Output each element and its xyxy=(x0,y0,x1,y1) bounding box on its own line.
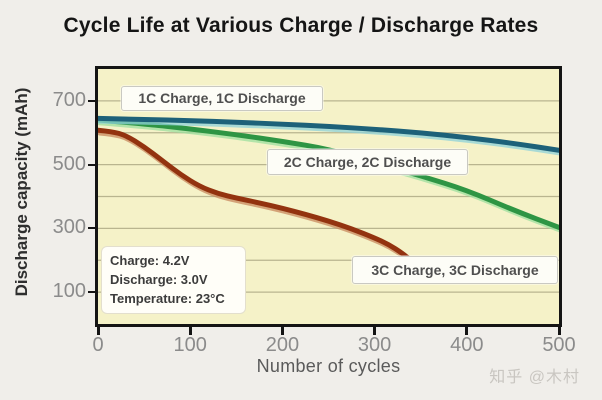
y-tick-label-300: 300 xyxy=(52,216,86,239)
y-tick-mark-700 xyxy=(88,99,95,102)
condition-temperature: Temperature: 23°C xyxy=(110,290,225,306)
series-label-3c: 3C Charge, 3C Discharge xyxy=(352,256,558,284)
y-tick-mark-300 xyxy=(88,227,95,230)
series-label-2c: 2C Charge, 2C Discharge xyxy=(267,149,468,175)
x-tick-label-400: 400 xyxy=(450,334,484,356)
y-tick-mark-500 xyxy=(88,163,95,166)
x-tick-mark-500 xyxy=(557,327,561,335)
x-tick-label-500: 500 xyxy=(542,334,576,356)
chart-title: Cycle Life at Various Charge / Discharge… xyxy=(63,14,539,37)
y-axis-title: Discharge capacity (mAh) xyxy=(12,87,31,297)
x-axis-title: Number of cycles xyxy=(256,356,401,376)
x-tick-label-300: 300 xyxy=(357,334,392,356)
x-tick-label-100: 100 xyxy=(173,334,207,356)
series-line-3C xyxy=(98,127,414,264)
condition-discharge: Discharge: 3.0V xyxy=(110,271,208,287)
x-tick-mark-100 xyxy=(188,327,192,335)
x-tick-label-0: 0 xyxy=(92,334,104,356)
x-tick-mark-0 xyxy=(96,327,100,335)
x-tick-label-200: 200 xyxy=(265,334,300,356)
test-conditions-box: Charge: 4.2V Discharge: 3.0V Temperature… xyxy=(101,246,246,314)
y-tick-mark-100 xyxy=(88,291,95,294)
x-tick-mark-300 xyxy=(373,327,377,335)
y-tick-label-500: 500 xyxy=(52,152,86,175)
series-label-1c: 1C Charge, 1C Discharge xyxy=(121,86,323,111)
x-tick-mark-200 xyxy=(280,327,284,335)
y-tick-label-700: 700 xyxy=(52,88,86,111)
y-tick-label-100: 100 xyxy=(52,280,86,303)
condition-charge: Charge: 4.2V xyxy=(110,253,190,268)
watermark: 知乎 @木村 xyxy=(489,369,580,386)
series-line-1C xyxy=(98,115,559,153)
x-tick-mark-400 xyxy=(465,327,469,335)
